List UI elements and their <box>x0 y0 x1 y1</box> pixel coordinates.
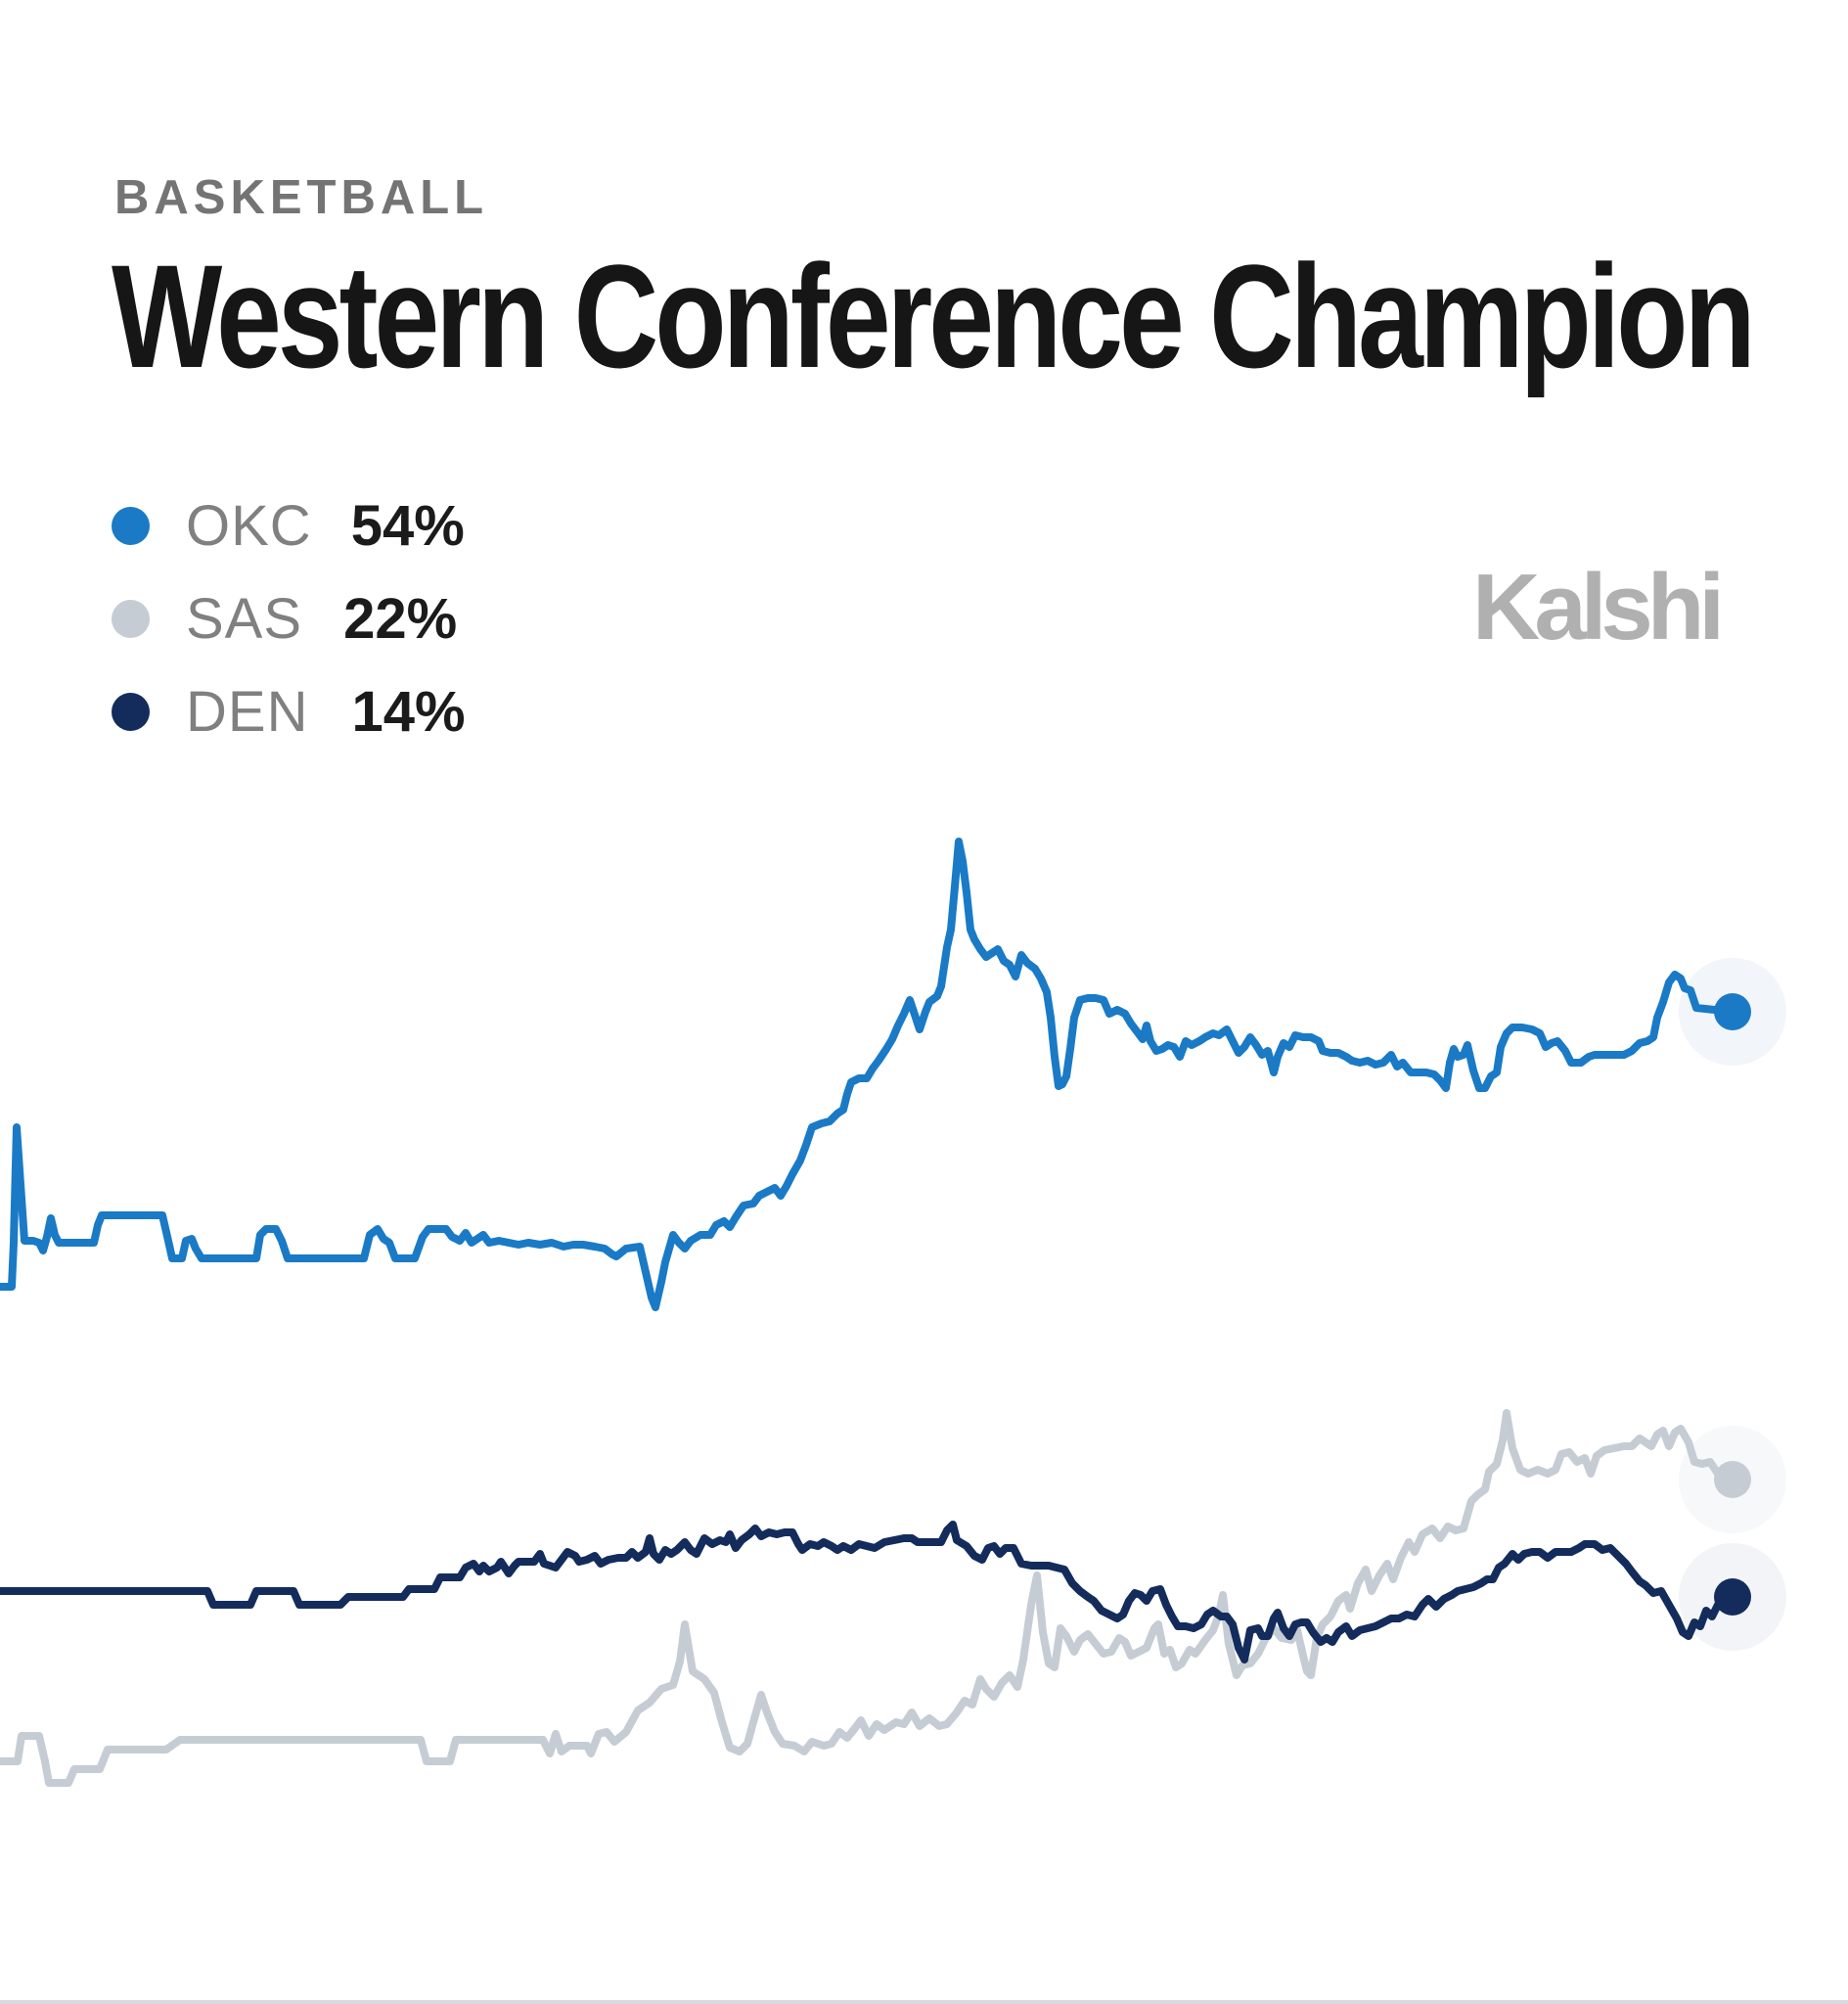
legend-value: 22% <box>343 586 458 651</box>
bottom-edge-bar <box>0 2000 1848 2004</box>
legend-team-label: DEN <box>186 679 309 744</box>
okc-line <box>0 838 1736 1311</box>
legend-value: 54% <box>350 493 465 558</box>
okc-dot-icon <box>112 507 150 545</box>
den-line <box>0 1521 1736 1663</box>
legend-item-sas: SAS 22% <box>112 572 466 665</box>
legend-team-label: SAS <box>186 586 303 651</box>
okc-endpoint-dot <box>1714 993 1751 1030</box>
sas-dot-icon <box>112 600 150 638</box>
sas-endpoint-dot <box>1714 1461 1751 1498</box>
sas-line <box>0 1409 1736 1787</box>
kalshi-logo: Kalshi <box>1472 555 1725 660</box>
page-title: Western Conference Champion <box>112 234 1756 398</box>
legend-item-okc: OKC 54% <box>112 479 466 572</box>
legend-item-den: DEN 14% <box>112 665 466 758</box>
legend-value: 14% <box>351 679 466 744</box>
legend-team-label: OKC <box>186 493 312 558</box>
legend: OKC 54% SAS 22% DEN 14% <box>112 479 466 758</box>
den-dot-icon <box>112 693 150 731</box>
den-endpoint-dot <box>1714 1578 1751 1616</box>
category-label: BASKETBALL <box>114 171 489 224</box>
